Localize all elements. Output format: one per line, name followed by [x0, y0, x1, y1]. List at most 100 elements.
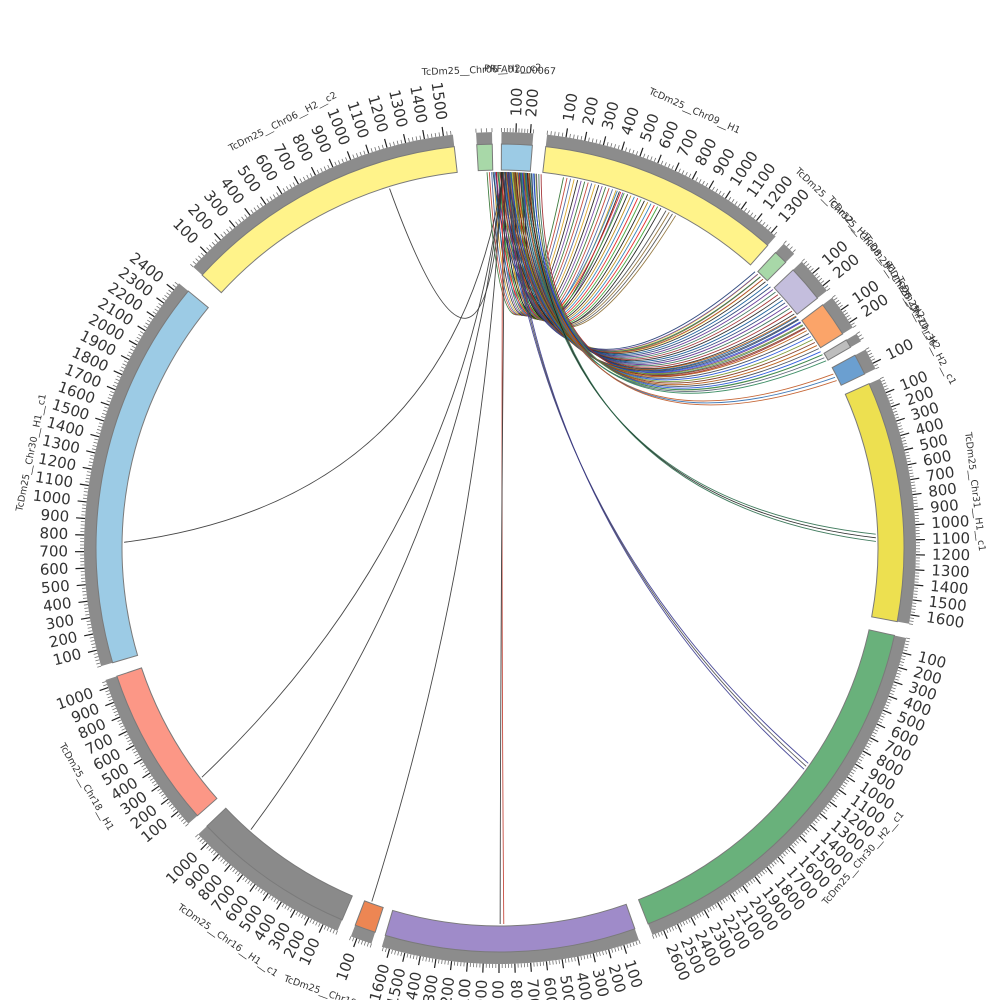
minor-tick [906, 637, 911, 640]
minor-tick [909, 475, 914, 478]
segment-label: TcDm25__Chr36__H2__c1 [893, 274, 958, 387]
major-tick [724, 190, 731, 199]
tick-label: 900 [929, 496, 959, 517]
minor-tick [200, 252, 205, 257]
major-tick [529, 124, 532, 134]
minor-tick [262, 891, 266, 896]
minor-tick [105, 690, 110, 693]
minor-tick [866, 350, 871, 353]
minor-tick [180, 818, 185, 822]
minor-tick [868, 740, 873, 743]
minor-tick [259, 202, 263, 207]
minor-tick [363, 150, 366, 155]
tick-label: 100 [507, 87, 526, 116]
segment-label: TcDm25__Chr09__H1 [646, 86, 742, 137]
minor-tick [908, 466, 913, 469]
minor-tick [791, 844, 795, 848]
minor-tick [910, 617, 915, 619]
minor-tick [638, 940, 641, 945]
link-line [389, 171, 504, 319]
minor-tick [242, 876, 246, 881]
major-tick [111, 716, 121, 722]
minor-tick [145, 322, 150, 326]
minor-tick [901, 439, 907, 442]
tick-label: 1100 [454, 978, 475, 1000]
minor-tick [131, 748, 136, 751]
minor-tick [237, 872, 241, 877]
major-tick [812, 267, 820, 274]
minor-tick [896, 672, 901, 675]
major-tick [449, 961, 453, 971]
tick-label: 1000 [931, 512, 970, 532]
major-tick [276, 185, 283, 195]
minor-tick [867, 742, 872, 746]
minor-tick [209, 244, 213, 249]
minor-tick [605, 950, 607, 955]
minor-tick [632, 942, 635, 947]
minor-tick [897, 669, 902, 672]
minor-tick [558, 132, 560, 137]
major-tick [353, 938, 358, 948]
minor-tick [226, 228, 230, 233]
link-line [504, 171, 807, 767]
tick-band [855, 349, 876, 375]
minor-tick [629, 943, 632, 948]
tick-label: 200 [522, 88, 542, 118]
minor-tick [315, 921, 318, 926]
minor-tick [272, 194, 276, 199]
minor-tick [762, 221, 766, 226]
minor-tick [337, 160, 341, 165]
major-tick [912, 492, 922, 496]
minor-tick [879, 718, 884, 721]
major-tick [142, 772, 151, 779]
minor-tick [151, 780, 156, 784]
tick-band [775, 243, 795, 263]
minor-tick [422, 956, 424, 961]
minor-tick [430, 133, 433, 138]
minor-tick [289, 908, 293, 913]
minor-tick [871, 358, 876, 361]
minor-tick [90, 454, 95, 457]
minor-tick [91, 448, 96, 451]
tick-label: 600 [540, 976, 561, 1000]
minor-tick [911, 605, 916, 607]
segment-chr30_h2_c1: 1002003004005006007008009001000110012001… [637, 629, 948, 984]
minor-tick [197, 836, 201, 840]
minor-tick [552, 960, 554, 965]
minor-tick [97, 428, 102, 431]
minor-tick [206, 247, 210, 251]
minor-tick [858, 758, 863, 762]
minor-tick [157, 788, 161, 792]
minor-tick [571, 957, 573, 962]
minor-tick [898, 428, 903, 431]
minor-tick [123, 360, 128, 363]
minor-tick [406, 953, 409, 958]
major-tick [674, 162, 680, 171]
minor-tick [878, 720, 882, 724]
minor-tick [139, 761, 144, 765]
minor-tick [591, 138, 594, 143]
minor-tick [887, 698, 892, 701]
major-tick [80, 617, 90, 620]
minor-tick [698, 913, 702, 917]
major-tick [106, 385, 116, 391]
minor-tick [892, 684, 897, 687]
minor-tick [211, 241, 216, 246]
minor-tick [883, 385, 888, 388]
minor-tick [103, 409, 108, 412]
major-tick [882, 709, 892, 715]
minor-tick [882, 382, 887, 385]
major-tick [128, 340, 138, 346]
minor-tick [174, 281, 179, 285]
minor-tick [789, 246, 793, 250]
minor-tick [724, 897, 728, 902]
minor-tick [168, 289, 172, 293]
minor-tick [301, 914, 304, 919]
major-tick [90, 433, 100, 438]
major-tick [146, 311, 155, 318]
minor-tick [588, 137, 590, 142]
minor-tick [393, 141, 395, 146]
minor-tick [91, 646, 97, 649]
tick-band [193, 134, 455, 276]
minor-tick [134, 339, 139, 343]
